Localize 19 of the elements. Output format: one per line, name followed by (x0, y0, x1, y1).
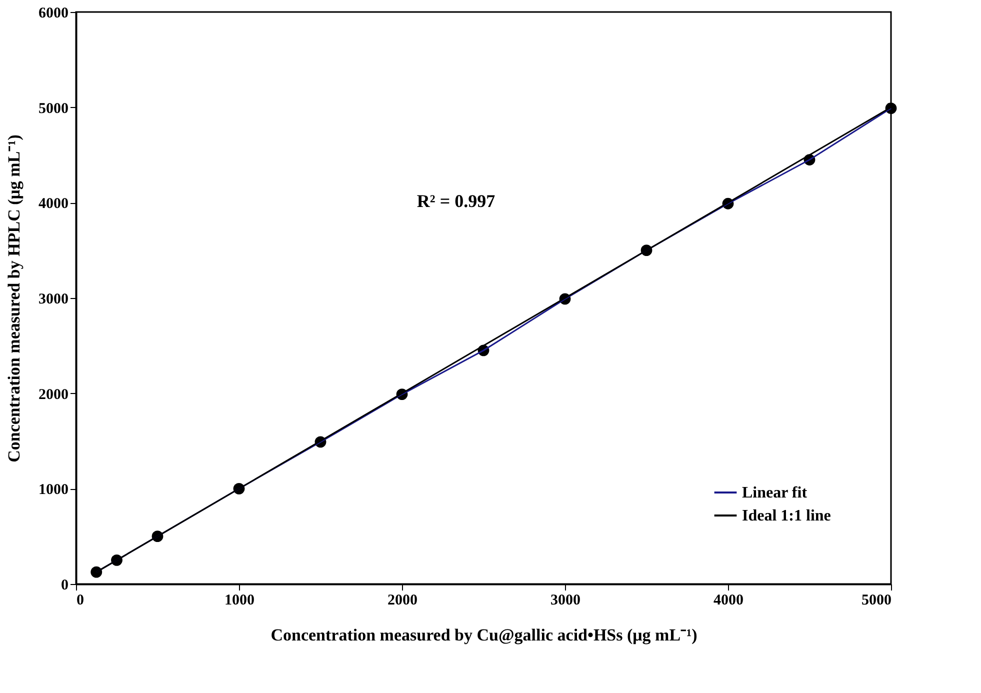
x-tick-label: 2000 (388, 592, 418, 608)
point (90, 566, 102, 578)
x-tick-label: 4000 (714, 592, 744, 608)
y-tick-label: 0 (61, 578, 68, 594)
x-tick-label: 5000 (862, 592, 892, 608)
x-tick-label: 1000 (224, 592, 254, 608)
y-tick-label: 2000 (38, 386, 68, 403)
annotation: R² = 0.997 (416, 191, 496, 211)
y-axis-title: Concentration measured by HPLC (μg mL⁻¹) (4, 134, 24, 462)
y-tick-label: 6000 (38, 6, 68, 22)
y-tick-label: 1000 (38, 482, 68, 498)
x-tick-label: 0 (76, 592, 84, 608)
y-tick-label: 3000 (38, 292, 68, 308)
legend-label: Ideal 1:1 line (742, 508, 831, 524)
x-axis-title: Concentration measured by Cu@gallic acid•HSs (μg mL⁻¹) (270, 626, 698, 644)
x-tick-label: 3000 (550, 592, 580, 608)
y-tick-label: 5000 (38, 100, 68, 117)
legend-label: Linear fit (742, 484, 808, 502)
y-tick-label: 4000 (38, 196, 68, 212)
